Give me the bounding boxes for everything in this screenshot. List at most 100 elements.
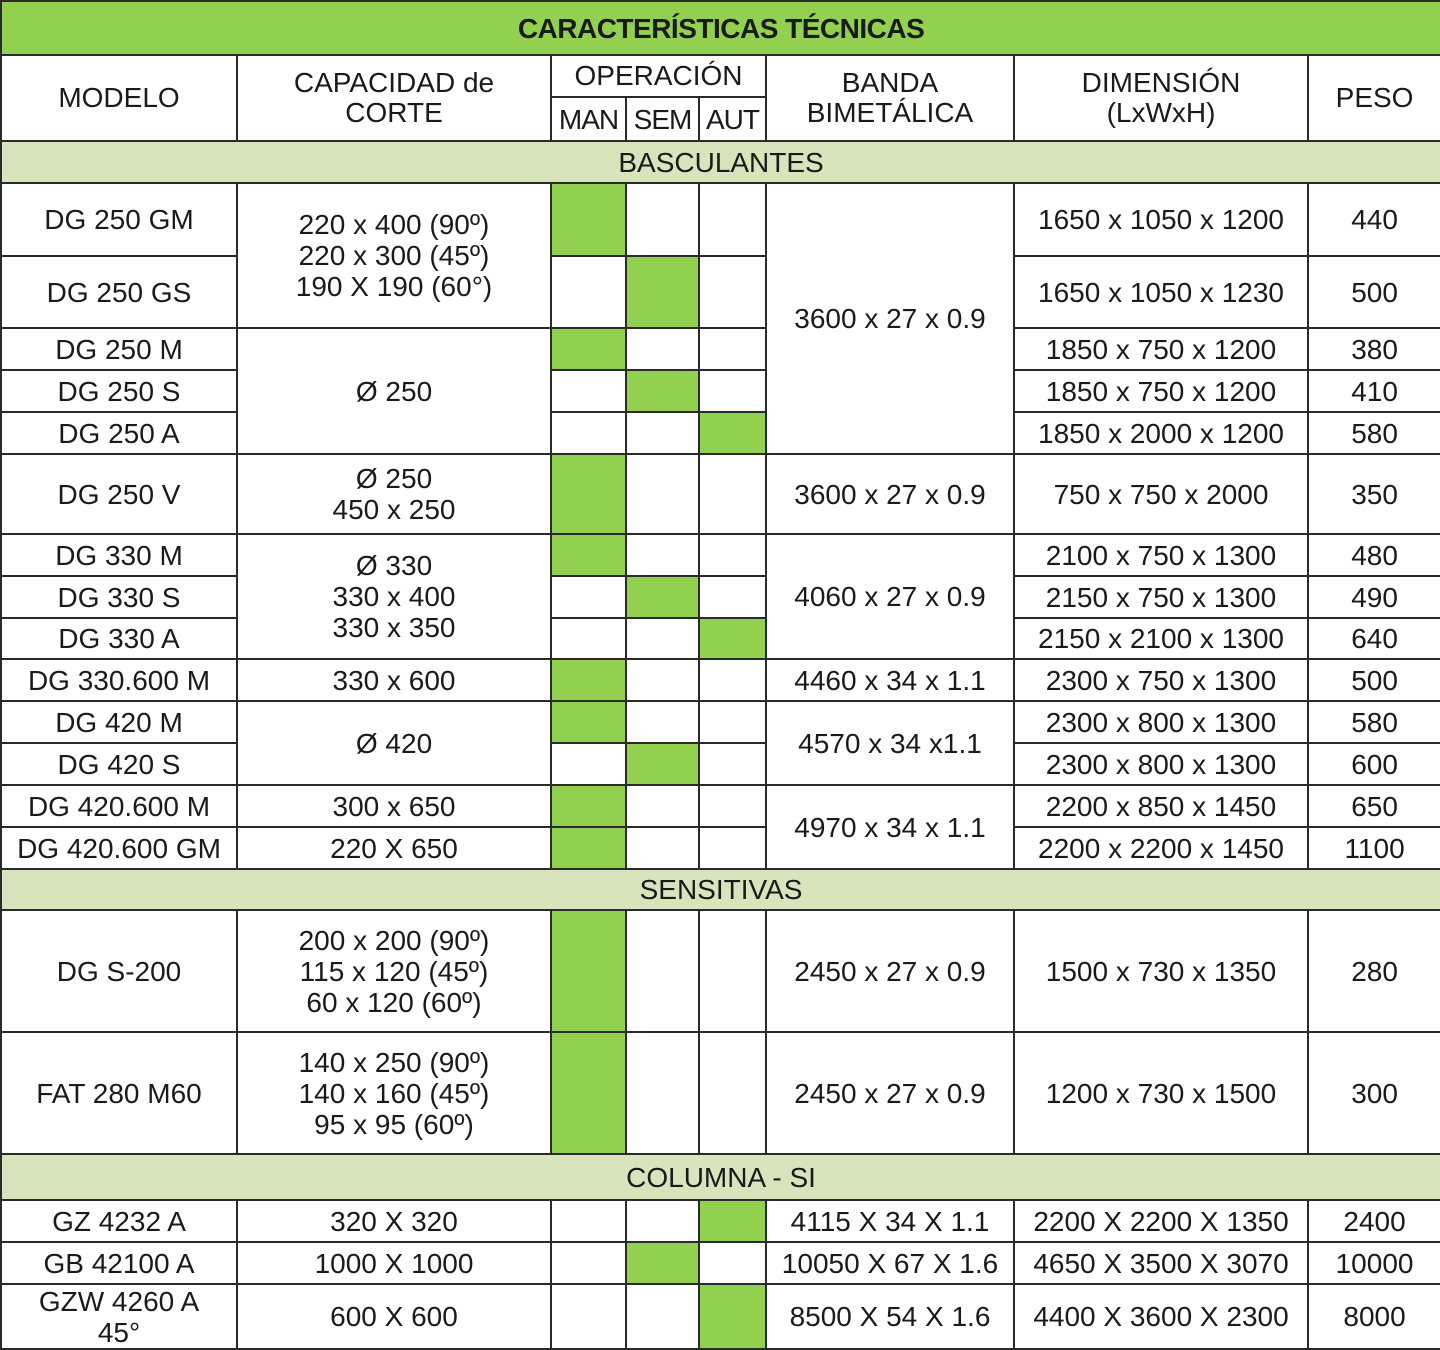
- operation-aut-cell: [698, 411, 767, 455]
- weight-cell: 580: [1306, 700, 1440, 744]
- band-cell: 4570 x 34 x1.1: [765, 700, 1015, 786]
- weight-cell: 2400: [1306, 1199, 1440, 1243]
- model-cell: DG 250 A: [0, 411, 238, 455]
- table-row: GB 42100 A 1000 X 1000 10050 X 67 X 1.6 465…: [0, 1241, 1440, 1285]
- band-cell: 3600 x 27 x 0.9: [765, 453, 1015, 535]
- dimension-cell: 2150 x 2100 x 1300: [1013, 617, 1309, 660]
- weight-cell: 600: [1306, 742, 1440, 786]
- model-cell: DG S-200: [0, 909, 238, 1033]
- operation-sem-cell: [625, 411, 700, 455]
- operation-aut-cell: [698, 533, 767, 577]
- operation-aut-cell: [698, 700, 767, 744]
- model-cell: DG 420 M: [0, 700, 238, 744]
- weight-cell: 640: [1306, 617, 1440, 660]
- band-cell: 2450 x 27 x 0.9: [765, 1031, 1015, 1155]
- model-cell: DG 330 S: [0, 575, 238, 619]
- weight-cell: 650: [1306, 784, 1440, 828]
- table-row: DG 420.600 M 300 x 650 4970 x 34 x 1.1 2200…: [0, 784, 1440, 870]
- section-row: COLUMNA - SI: [0, 1153, 1440, 1201]
- model-cell: DG 250 V: [0, 453, 238, 535]
- weight-cell: 410: [1306, 369, 1440, 413]
- header-dimension: DIMENSIÓN (LxWxH): [1013, 54, 1309, 142]
- header-operation: OPERACIÓN: [550, 54, 767, 98]
- section-row: BASCULANTES: [0, 140, 1440, 184]
- dimension-cell: 1650 x 1050 x 1230: [1013, 255, 1309, 329]
- operation-man-cell: [550, 533, 627, 577]
- band-cell: 4460 x 34 x 1.1: [765, 658, 1015, 702]
- dimension-cell: 2150 x 750 x 1300: [1013, 575, 1309, 619]
- capacity-cell: 200 x 200 (90º) 115 x 120 (45º) 60 x 120…: [236, 909, 552, 1033]
- dimension-cell: 1850 x 750 x 1200: [1013, 327, 1309, 371]
- model-cell: DG 330 A: [0, 617, 238, 660]
- operation-aut-cell: [698, 658, 767, 702]
- weight-cell: 490: [1306, 575, 1440, 619]
- dimension-cell: 750 x 750 x 2000: [1013, 453, 1309, 535]
- weight-cell: 280: [1306, 909, 1440, 1033]
- band-cell: 4060 x 27 x 0.9: [765, 533, 1015, 660]
- operation-man-cell: [550, 411, 627, 455]
- operation-man-cell: [550, 784, 627, 828]
- operation-man-cell: [550, 742, 627, 786]
- operation-man-cell: [550, 453, 627, 535]
- operation-man-cell: [550, 327, 627, 371]
- weight-cell: 380: [1306, 327, 1440, 371]
- table-row: GZW 4260 A 45° 600 X 600 8500 X 54 X 1.6 44…: [0, 1283, 1440, 1350]
- dimension-cell: 1650 x 1050 x 1200: [1013, 182, 1309, 257]
- dimension-cell: 1850 x 2000 x 1200: [1013, 411, 1309, 455]
- band-cell: 2450 x 27 x 0.9: [765, 909, 1015, 1033]
- table-row: DG 250 A 1850 x 2000 x 1200 580: [0, 411, 1440, 455]
- operation-sem-cell: [625, 700, 700, 744]
- operation-sem-cell: [625, 533, 700, 577]
- operation-man-cell: [550, 909, 627, 1033]
- capacity-cell: Ø 420: [236, 700, 552, 786]
- capacity-cell: Ø 330 330 x 400 330 x 350: [236, 533, 552, 660]
- weight-cell: 10000: [1306, 1241, 1440, 1285]
- operation-sem-cell: [625, 255, 700, 329]
- table-row: DG 420.600 GM 220 X 650 2200 x 2200 x 1450…: [0, 826, 1440, 870]
- band-cell: 8500 X 54 X 1.6: [765, 1283, 1015, 1350]
- model-cell: DG 250 M: [0, 327, 238, 371]
- operation-man-cell: [550, 617, 627, 660]
- operation-aut-cell: [698, 369, 767, 413]
- operation-man-cell: [550, 575, 627, 619]
- operation-sem-cell: [625, 369, 700, 413]
- capacity-cell: 1000 X 1000: [236, 1241, 552, 1285]
- operation-aut-cell: [698, 453, 767, 535]
- header-weight: PESO: [1306, 54, 1440, 142]
- band-cell: 4115 X 34 X 1.1: [765, 1199, 1015, 1243]
- header-capacity: CAPACIDAD de CORTE: [236, 54, 552, 142]
- operation-aut-cell: [698, 575, 767, 619]
- operation-sem-cell: [625, 658, 700, 702]
- operation-aut-cell: [698, 327, 767, 371]
- model-cell: DG 250 GM: [0, 182, 238, 257]
- table-body: BASCULANTES DG 250 GM 220 x 400 (90º) 220 …: [0, 140, 1440, 1350]
- operation-aut-cell: [698, 1031, 767, 1155]
- dimension-cell: 2300 x 800 x 1300: [1013, 700, 1309, 744]
- capacity-cell: 330 x 600: [236, 658, 552, 702]
- model-cell: DG 420 S: [0, 742, 238, 786]
- header-op-man: MAN: [550, 96, 627, 142]
- dimension-cell: 1200 x 730 x 1500: [1013, 1031, 1309, 1155]
- operation-sem-cell: [625, 909, 700, 1033]
- operation-aut-cell: [698, 182, 767, 257]
- operation-man-cell: [550, 700, 627, 744]
- operation-aut-cell: [698, 909, 767, 1033]
- operation-sem-cell: [625, 453, 700, 535]
- operation-man-cell: [550, 1241, 627, 1285]
- operation-sem-cell: [625, 182, 700, 257]
- dimension-cell: 2100 x 750 x 1300: [1013, 533, 1309, 577]
- band-cell: 3600 x 27 x 0.9: [765, 182, 1015, 455]
- operation-sem-cell: [625, 575, 700, 619]
- dimension-cell: 2300 x 750 x 1300: [1013, 658, 1309, 702]
- section-title: COLUMNA - SI: [0, 1153, 1440, 1201]
- table-row: DG 330 S 2150 x 750 x 1300 490: [0, 575, 1440, 619]
- weight-cell: 500: [1306, 255, 1440, 329]
- weight-cell: 1100: [1306, 826, 1440, 870]
- capacity-cell: Ø 250: [236, 327, 552, 455]
- dimension-cell: 4650 X 3500 X 3070: [1013, 1241, 1309, 1285]
- operation-man-cell: [550, 369, 627, 413]
- capacity-cell: 220 X 650: [236, 826, 552, 870]
